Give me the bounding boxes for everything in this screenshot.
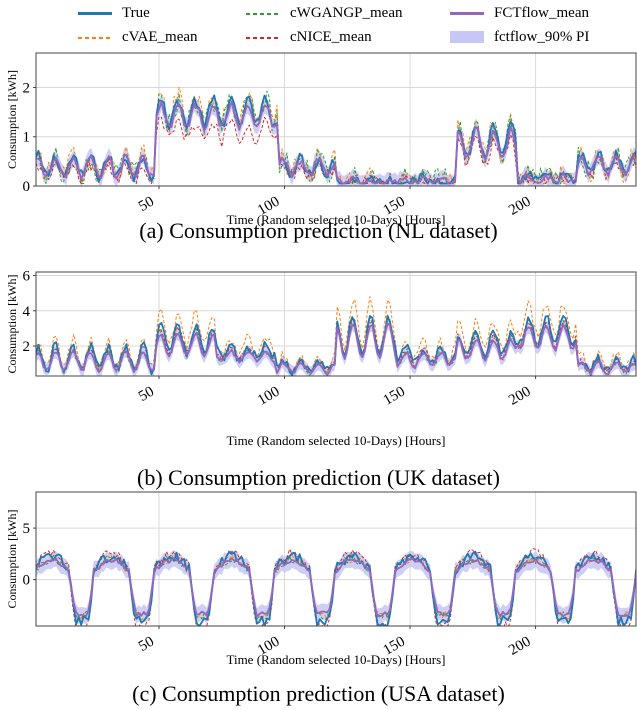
y-tick-label: 0 bbox=[23, 179, 31, 195]
series-line-fctflow-mean bbox=[36, 557, 636, 618]
y-axis-label: Consumption [kWh] bbox=[5, 510, 19, 609]
x-tick-label: 100 bbox=[255, 384, 282, 409]
legend-swatch bbox=[450, 31, 484, 43]
y-tick-label: 1 bbox=[23, 130, 31, 146]
pi-band bbox=[36, 93, 636, 186]
y-tick-label: 2 bbox=[23, 339, 31, 355]
panel-b: 50 100 150 200 2 4 6 Time (Random selected 10-D… bbox=[5, 269, 637, 448]
x-tick-label: 150 bbox=[381, 384, 408, 409]
legend-label: cNICE_mean bbox=[290, 29, 372, 45]
plot-area bbox=[36, 86, 636, 186]
caption-c: (c) Consumption prediction (USA dataset) bbox=[132, 681, 505, 706]
legend-label: cVAE_mean bbox=[122, 29, 198, 45]
x-tick-label: 50 bbox=[136, 634, 157, 655]
series-line-cnice-mean bbox=[36, 116, 636, 184]
legend: True cVAE_mean cWGANGP_mean cNICE_mean F… bbox=[78, 4, 637, 50]
legend-swatch bbox=[246, 37, 280, 39]
legend-label: True bbox=[122, 5, 150, 21]
x-tick-label: 200 bbox=[506, 634, 533, 659]
y-tick-label: 6 bbox=[23, 269, 31, 285]
series-line-cvae-mean bbox=[36, 554, 636, 621]
x-tick-label: 200 bbox=[506, 194, 533, 219]
plot-area bbox=[36, 548, 636, 626]
y-tick-label: 5 bbox=[23, 521, 31, 537]
y-tick-label: 4 bbox=[23, 304, 31, 320]
x-tick-label: 50 bbox=[136, 384, 157, 405]
legend-swatch bbox=[450, 12, 484, 15]
legend-swatch bbox=[78, 12, 112, 15]
legend-label: FCTflow_mean bbox=[494, 5, 589, 21]
series-line-fctflow-mean bbox=[36, 322, 636, 376]
axes-frame bbox=[35, 52, 637, 187]
legend-swatch bbox=[246, 13, 280, 15]
legend-label: cWGANGP_mean bbox=[290, 5, 403, 21]
x-tick-label: 50 bbox=[136, 194, 157, 215]
x-axis-label: Time (Random selected 10-Days) [Hours] bbox=[226, 652, 445, 667]
y-tick-label: 0 bbox=[23, 573, 31, 589]
x-axis-label: Time (Random selected 10-Days) [Hours] bbox=[226, 433, 445, 448]
caption-b: (b) Consumption prediction (UK dataset) bbox=[137, 465, 500, 490]
caption-a: (a) Consumption prediction (NL dataset) bbox=[139, 218, 498, 243]
y-axis-label: Consumption [kWh] bbox=[5, 275, 19, 374]
series-line-fctflow-mean bbox=[36, 100, 636, 185]
legend-label: fctflow_90% PI bbox=[494, 29, 590, 45]
axes-frame bbox=[35, 491, 637, 627]
legend-swatch bbox=[78, 37, 112, 39]
axes-frame bbox=[35, 271, 637, 377]
x-axis-label: Time (Random selected 10-Days) [Hours] bbox=[226, 212, 445, 227]
y-axis-label: Consumption [kWh] bbox=[5, 70, 19, 169]
x-tick-label: 200 bbox=[506, 384, 533, 409]
y-tick-label: 2 bbox=[23, 80, 31, 96]
plot-area bbox=[36, 296, 636, 376]
